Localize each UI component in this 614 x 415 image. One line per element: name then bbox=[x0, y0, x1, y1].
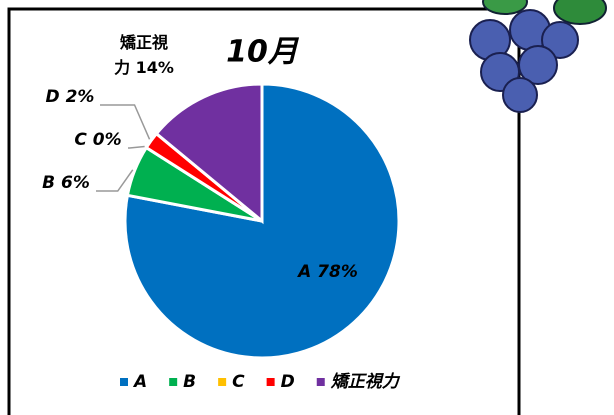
legend-label: C bbox=[232, 372, 245, 392]
grape-illustration bbox=[470, 0, 606, 112]
data-label: C 0% bbox=[74, 130, 121, 150]
data-label: A 78% bbox=[296, 262, 358, 282]
legend-swatch bbox=[218, 378, 226, 386]
leader-line bbox=[128, 147, 145, 148]
data-label: 矯正視力 14% bbox=[113, 30, 175, 80]
legend-swatch bbox=[317, 378, 325, 386]
legend-swatch bbox=[120, 378, 128, 386]
page: {"chart_data": {"type": "pie", "title": … bbox=[0, 0, 614, 415]
leader-line bbox=[96, 170, 133, 191]
legend-label: B bbox=[183, 372, 196, 392]
data-label: B 6% bbox=[42, 173, 90, 193]
legend-swatch bbox=[169, 378, 177, 386]
legend-swatch bbox=[267, 378, 275, 386]
chart-title: 10月 bbox=[226, 35, 300, 70]
legend-label: A bbox=[132, 372, 147, 392]
data-label: D 2% bbox=[46, 87, 95, 107]
legend-label: 矯正視力 bbox=[330, 372, 401, 392]
chart: 10月 A 78% B 6% C 0% D 2% A B C D 矯正視力 bbox=[0, 0, 614, 415]
legend-label: D bbox=[281, 372, 295, 392]
